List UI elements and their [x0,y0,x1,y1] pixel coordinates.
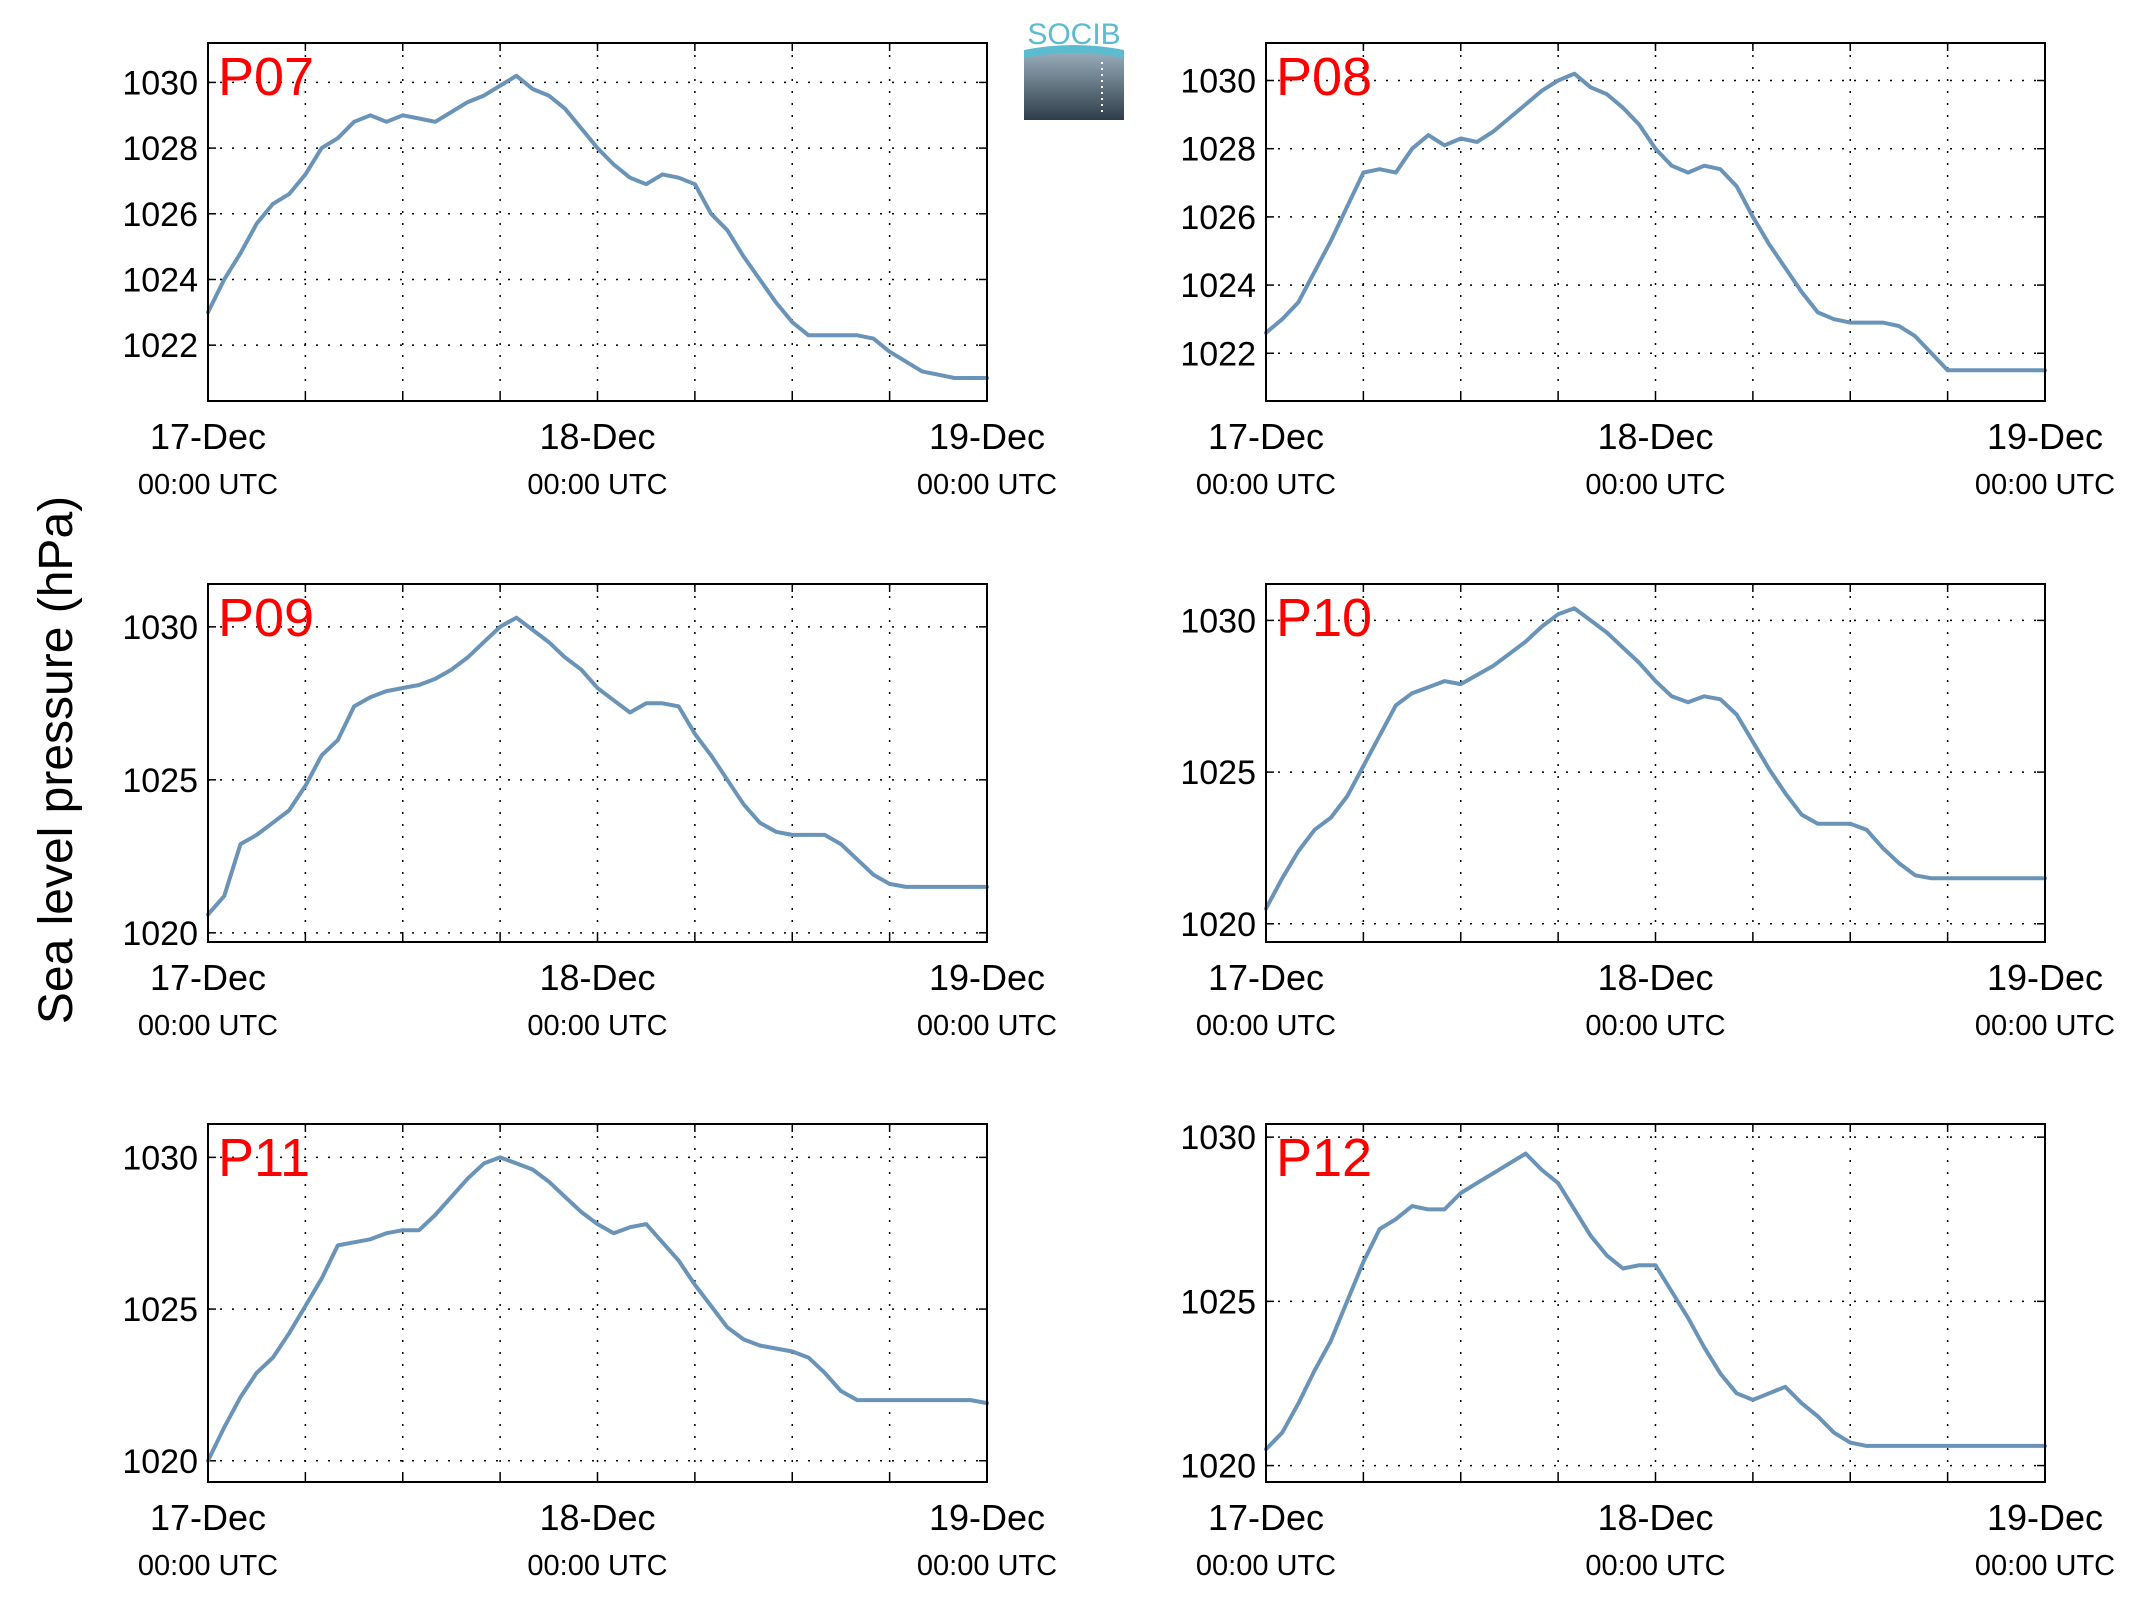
panel-label: P10 [1276,588,1372,648]
x-tick-label-day: 17-Dec [1208,957,1324,998]
x-tick-label-day: 18-Dec [539,957,655,998]
y-tick-label: 1024 [1180,267,1256,305]
x-tick-label-time: 00:00 UTC [1196,1550,1336,1582]
x-tick-label-day: 19-Dec [929,957,1045,998]
x-tick-label-time: 00:00 UTC [917,469,1057,501]
x-tick-label-time: 00:00 UTC [1585,469,1725,501]
x-tick-label-time: 00:00 UTC [138,1010,278,1042]
y-tick-label: 1030 [1180,63,1256,101]
x-tick-label-day: 18-Dec [539,1497,655,1538]
series-line [206,73,989,380]
y-tick-label: 1022 [122,327,198,365]
panel-p08: 1022 1024 1026 1028 1030 17-Dec 00:00 UTC 18-De… [1180,42,2115,501]
x-tick-label-day: 19-Dec [1987,957,2103,998]
panel-p10: 1020 1025 1030 17-Dec 00:00 UTC 18-Dec 00:00 U… [1180,583,2115,1042]
x-tick-label-time: 00:00 UTC [138,1550,278,1582]
x-tick-label-day: 17-Dec [1208,416,1324,457]
x-tick-label-time: 00:00 UTC [138,469,278,501]
x-tick-label-time: 00:00 UTC [527,1010,667,1042]
y-tick-label: 1028 [1180,131,1256,169]
panel-p09: 1020 1025 1030 17-Dec 00:00 UTC 18-Dec 00:00 U… [122,583,1057,1042]
series-line [206,1155,989,1463]
x-tick-label-time: 00:00 UTC [1196,1010,1336,1042]
plot-frame [207,42,988,402]
y-axis-label: Sea level pressure (hPa) [30,496,83,1024]
y-tick-label: 1025 [1180,754,1256,792]
logo-text: SOCIB [1027,18,1120,51]
logo-block [1024,50,1124,120]
y-tick-label: 1030 [122,609,198,647]
x-tick-label-day: 18-Dec [1597,957,1713,998]
x-tick-label-time: 00:00 UTC [917,1550,1057,1582]
y-tick-label: 1030 [122,1139,198,1177]
series-line [1264,71,2047,373]
panel-p11: 1020 1025 1030 17-Dec 00:00 UTC 18-Dec 00:00 U… [122,1123,1057,1582]
y-tick-label: 1030 [1180,1119,1256,1157]
x-tick-label-day: 19-Dec [1987,1497,2103,1538]
y-tick-label: 1020 [1180,906,1256,944]
panel-label: P12 [1276,1128,1372,1188]
x-tick-label-day: 19-Dec [1987,416,2103,457]
x-tick-label-day: 17-Dec [150,1497,266,1538]
y-tick-label: 1028 [122,130,198,168]
x-tick-label-time: 00:00 UTC [1585,1550,1725,1582]
x-tick-label-time: 00:00 UTC [917,1010,1057,1042]
plot-frame [1265,583,2046,943]
y-tick-label: 1025 [1180,1283,1256,1321]
series-line [1264,606,2047,911]
series-line [1264,1151,2047,1452]
plot-frame [1265,1123,2046,1483]
panel-label: P08 [1276,47,1372,107]
y-tick-label: 1026 [122,196,198,234]
x-tick-label-day: 17-Dec [150,416,266,457]
x-tick-label-day: 18-Dec [539,416,655,457]
panel-label: P09 [218,588,314,648]
y-tick-label: 1020 [122,915,198,953]
panel-label: P07 [218,47,314,107]
y-tick-label: 1026 [1180,199,1256,237]
y-tick-label: 1025 [122,762,198,800]
y-tick-label: 1030 [122,64,198,102]
logo-wave [1024,45,1124,58]
y-tick-label: 1030 [1180,602,1256,640]
plot-frame [207,583,988,943]
y-tick-label: 1024 [122,261,198,299]
y-tick-label: 1022 [1180,335,1256,373]
x-tick-label-day: 18-Dec [1597,416,1713,457]
x-tick-label-day: 19-Dec [929,416,1045,457]
x-tick-label-day: 18-Dec [1597,1497,1713,1538]
plot-frame [207,1123,988,1483]
x-tick-label-time: 00:00 UTC [527,469,667,501]
x-tick-label-day: 19-Dec [929,1497,1045,1538]
x-tick-label-day: 17-Dec [150,957,266,998]
panel-p07: 1022 1024 1026 1028 1030 17-Dec 00:00 UTC 18-De… [122,42,1057,501]
panel-p12: 1020 1025 1030 17-Dec 00:00 UTC 18-Dec 00:00 U… [1180,1119,2115,1582]
y-tick-label: 1025 [122,1291,198,1329]
plot-frame [1265,42,2046,402]
panel-label: P11 [218,1128,310,1188]
x-tick-label-time: 00:00 UTC [1975,1550,2115,1582]
socib-logo: SOCIB [1024,18,1124,120]
y-tick-label: 1020 [1180,1448,1256,1486]
y-tick-label: 1020 [122,1443,198,1481]
series-line [206,615,989,917]
x-tick-label-day: 17-Dec [1208,1497,1324,1538]
x-tick-label-time: 00:00 UTC [1196,469,1336,501]
x-tick-label-time: 00:00 UTC [527,1550,667,1582]
x-tick-label-time: 00:00 UTC [1975,469,2115,501]
x-tick-label-time: 00:00 UTC [1975,1010,2115,1042]
x-tick-label-time: 00:00 UTC [1585,1010,1725,1042]
